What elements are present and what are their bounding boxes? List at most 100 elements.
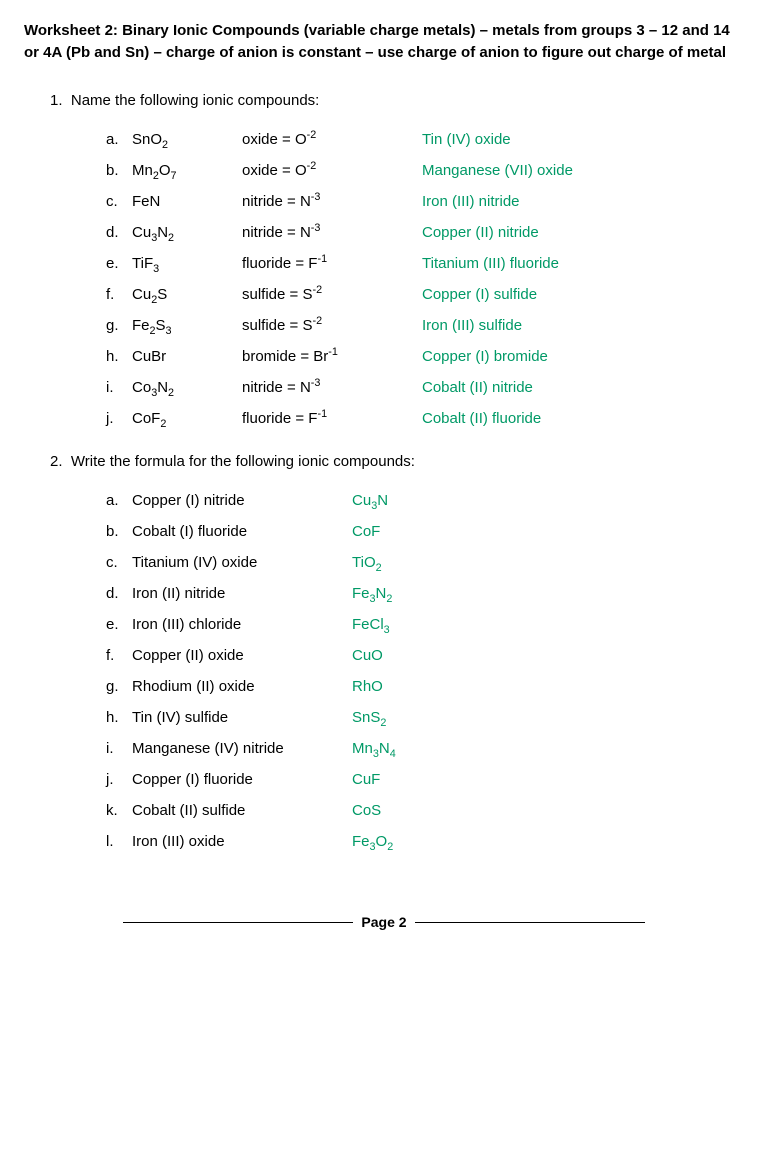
item-name: Manganese (IV) nitride: [132, 740, 352, 757]
item-answer: Copper (II) nitride: [422, 224, 744, 241]
question-1: 1. Name the following ionic compounds: a…: [50, 92, 744, 427]
item-answer: Fe3N2: [352, 585, 744, 602]
item-letter: a.: [106, 492, 132, 509]
item-hint: nitride = N-3: [242, 379, 422, 396]
q2-row: h.Tin (IV) sulfideSnS2: [106, 709, 744, 726]
item-letter: a.: [106, 131, 132, 148]
item-hint: bromide = Br-1: [242, 348, 422, 365]
item-letter: i.: [106, 379, 132, 396]
item-answer: Fe3O2: [352, 833, 744, 850]
item-letter: d.: [106, 585, 132, 602]
q2-row: c.Titanium (IV) oxideTiO2: [106, 554, 744, 571]
item-letter: j.: [106, 410, 132, 427]
q1-row: a.SnO2oxide = O-2Tin (IV) oxide: [106, 131, 744, 148]
q2-row: d.Iron (II) nitrideFe3N2: [106, 585, 744, 602]
item-letter: c.: [106, 193, 132, 210]
footer-rule-left: [123, 922, 353, 923]
item-name: Copper (I) nitride: [132, 492, 352, 509]
q2-prompt: 2. Write the formula for the following i…: [50, 453, 744, 470]
q2-row: i.Manganese (IV) nitrideMn3N4: [106, 740, 744, 757]
item-letter: f.: [106, 647, 132, 664]
item-name: Copper (I) fluoride: [132, 771, 352, 788]
item-hint: nitride = N-3: [242, 193, 422, 210]
q1-row: g.Fe2S3sulfide = S-2Iron (III) sulfide: [106, 317, 744, 334]
item-name: Titanium (IV) oxide: [132, 554, 352, 571]
q1-row: e.TiF3fluoride = F-1Titanium (III) fluor…: [106, 255, 744, 272]
q1-list: a.SnO2oxide = O-2Tin (IV) oxide b.Mn2O7ox…: [50, 131, 744, 427]
q2-text: Write the formula for the following ioni…: [71, 453, 415, 470]
item-formula: FeN: [132, 193, 242, 210]
item-formula: Co3N2: [132, 379, 242, 396]
item-answer: Tin (IV) oxide: [422, 131, 744, 148]
item-answer: Mn3N4: [352, 740, 744, 757]
item-letter: e.: [106, 255, 132, 272]
item-answer: CoS: [352, 802, 744, 819]
item-answer: SnS2: [352, 709, 744, 726]
item-formula: CoF2: [132, 410, 242, 427]
item-letter: h.: [106, 709, 132, 726]
item-formula: Mn2O7: [132, 162, 242, 179]
item-letter: i.: [106, 740, 132, 757]
page-number: Page 2: [361, 914, 406, 930]
item-letter: k.: [106, 802, 132, 819]
item-letter: e.: [106, 616, 132, 633]
worksheet-title: Worksheet 2: Binary Ionic Compounds (var…: [24, 20, 744, 64]
item-answer: Iron (III) sulfide: [422, 317, 744, 334]
q2-list: a.Copper (I) nitrideCu3N b.Cobalt (I) flu…: [50, 492, 744, 850]
item-name: Copper (II) oxide: [132, 647, 352, 664]
item-formula: CuBr: [132, 348, 242, 365]
item-letter: f.: [106, 286, 132, 303]
item-answer: CuF: [352, 771, 744, 788]
item-name: Iron (II) nitride: [132, 585, 352, 602]
item-hint: fluoride = F-1: [242, 410, 422, 427]
item-letter: h.: [106, 348, 132, 365]
item-letter: b.: [106, 523, 132, 540]
q2-row: f.Copper (II) oxideCuO: [106, 647, 744, 664]
q1-row: b.Mn2O7oxide = O-2Manganese (VII) oxide: [106, 162, 744, 179]
item-name: Iron (III) chloride: [132, 616, 352, 633]
item-answer: TiO2: [352, 554, 744, 571]
item-hint: nitride = N-3: [242, 224, 422, 241]
item-answer: Copper (I) bromide: [422, 348, 744, 365]
item-answer: FeCl3: [352, 616, 744, 633]
q1-num: 1.: [50, 92, 63, 109]
item-letter: c.: [106, 554, 132, 571]
item-hint: oxide = O-2: [242, 131, 422, 148]
item-formula: Fe2S3: [132, 317, 242, 334]
item-answer: Manganese (VII) oxide: [422, 162, 744, 179]
item-answer: Titanium (III) fluoride: [422, 255, 744, 272]
item-letter: j.: [106, 771, 132, 788]
q2-row: e.Iron (III) chlorideFeCl3: [106, 616, 744, 633]
q2-row: j.Copper (I) fluorideCuF: [106, 771, 744, 788]
item-formula: Cu2S: [132, 286, 242, 303]
item-answer: Cobalt (II) nitride: [422, 379, 744, 396]
q1-row: d.Cu3N2nitride = N-3Copper (II) nitride: [106, 224, 744, 241]
item-name: Tin (IV) sulfide: [132, 709, 352, 726]
item-hint: oxide = O-2: [242, 162, 422, 179]
item-letter: g.: [106, 317, 132, 334]
q1-prompt: 1. Name the following ionic compounds:: [50, 92, 744, 109]
item-answer: RhO: [352, 678, 744, 695]
q2-row: b.Cobalt (I) fluorideCoF: [106, 523, 744, 540]
item-name: Rhodium (II) oxide: [132, 678, 352, 695]
item-answer: CoF: [352, 523, 744, 540]
item-answer: CuO: [352, 647, 744, 664]
q1-row: h.CuBrbromide = Br-1Copper (I) bromide: [106, 348, 744, 365]
q1-row: i.Co3N2nitride = N-3Cobalt (II) nitride: [106, 379, 744, 396]
item-answer: Iron (III) nitride: [422, 193, 744, 210]
item-letter: b.: [106, 162, 132, 179]
q1-text: Name the following ionic compounds:: [71, 92, 319, 109]
item-letter: l.: [106, 833, 132, 850]
item-letter: g.: [106, 678, 132, 695]
q2-num: 2.: [50, 453, 63, 470]
item-answer: Cu3N: [352, 492, 744, 509]
q2-row: a.Copper (I) nitrideCu3N: [106, 492, 744, 509]
q2-row: g.Rhodium (II) oxideRhO: [106, 678, 744, 695]
item-answer: Cobalt (II) fluoride: [422, 410, 744, 427]
page-footer: Page 2: [24, 910, 744, 931]
item-name: Cobalt (II) sulfide: [132, 802, 352, 819]
footer-rule-right: [415, 922, 645, 923]
q2-row: k.Cobalt (II) sulfideCoS: [106, 802, 744, 819]
question-2: 2. Write the formula for the following i…: [50, 453, 744, 850]
q1-row: j.CoF2fluoride = F-1Cobalt (II) fluoride: [106, 410, 744, 427]
